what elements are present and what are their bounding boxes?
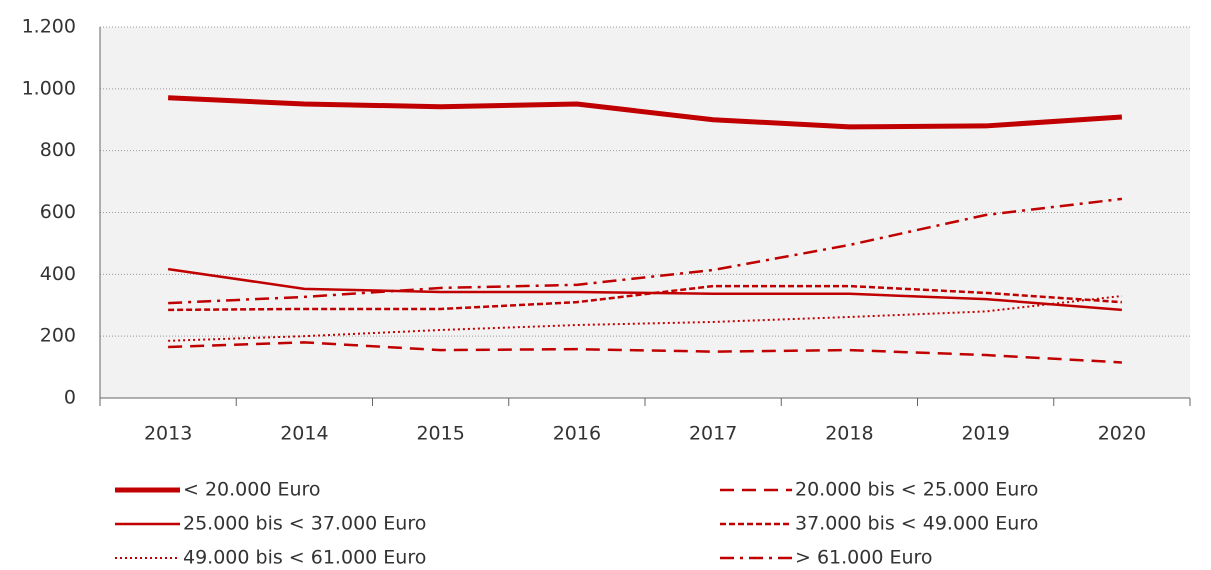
x-tick-label: 2013 [144, 423, 192, 445]
y-tick-label: 400 [40, 263, 76, 285]
data-line [168, 197, 1123, 305]
x-tick-label: 2017 [689, 423, 737, 445]
data-line [168, 294, 1122, 342]
x-tick-label: 2019 [961, 423, 1009, 445]
y-tick-label: 0 [64, 387, 76, 409]
y-tick-label: 1.000 [22, 77, 76, 99]
y-tick-label: 1.200 [22, 16, 76, 38]
data-line [168, 95, 1123, 130]
data-line [168, 341, 1122, 364]
x-tick-label: 2018 [825, 423, 873, 445]
x-tick-label: 2014 [280, 423, 328, 445]
x-tick-label: 2016 [553, 423, 601, 445]
x-tick-label: 2020 [1098, 423, 1146, 445]
legend-label: 37.000 bis < 49.000 Euro [795, 513, 1038, 535]
legend-label: > 61.000 Euro [795, 547, 933, 569]
data-line [168, 284, 1122, 312]
legend-label: 49.000 bis < 61.000 Euro [183, 547, 426, 569]
y-tick-label: 200 [40, 325, 76, 347]
x-tick-label: 2015 [416, 423, 464, 445]
legend-label: 20.000 bis < 25.000 Euro [795, 479, 1038, 501]
y-tick-label: 800 [40, 139, 76, 161]
plot-area [100, 27, 1190, 398]
legend-label: 25.000 bis < 37.000 Euro [183, 513, 426, 535]
y-tick-label: 600 [40, 201, 76, 223]
legend-label: < 20.000 Euro [183, 479, 321, 501]
